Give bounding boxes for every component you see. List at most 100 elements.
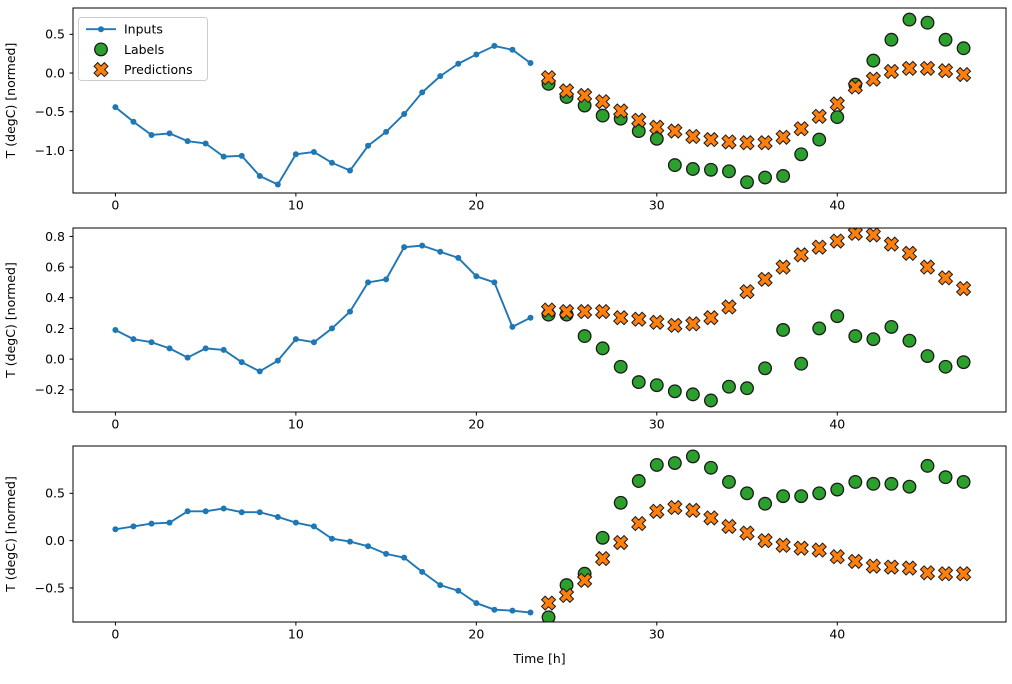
subplot-2: 0 10 20 30 40 0.8 0.6 0.4 0.2 0.0 −0.2 <box>35 227 1007 432</box>
predictions-x-marker <box>919 60 936 77</box>
predictions-x-marker <box>631 311 647 327</box>
labels-circle-marker <box>722 475 736 489</box>
inputs-dot-marker <box>202 140 209 147</box>
predictions-x-marker <box>883 63 900 80</box>
inputs-dot-marker <box>130 523 137 530</box>
predictions-points <box>540 60 972 151</box>
inputs-dot-marker <box>527 609 534 616</box>
predictions-x-marker <box>811 542 827 558</box>
inputs-dot-marker <box>509 607 516 614</box>
inputs-dot-marker <box>184 354 191 361</box>
predictions-x-marker <box>703 131 719 148</box>
inputs-dot-marker <box>274 357 281 364</box>
inputs-dot-marker <box>328 159 335 166</box>
axes-spines <box>72 445 1007 623</box>
predictions-x-marker <box>901 560 918 576</box>
predictions-x-marker <box>558 303 575 320</box>
predictions-points <box>540 228 972 334</box>
labels-circle-marker <box>613 359 628 374</box>
x-tick-label: 40 <box>829 627 845 642</box>
inputs-dot-marker <box>455 254 462 261</box>
predictions-x-marker <box>739 283 755 300</box>
labels-circle-marker <box>938 32 953 47</box>
legend-entry-labels: Labels <box>94 42 164 57</box>
inputs-dot-marker <box>310 523 317 530</box>
inputs-dot-marker <box>148 339 155 346</box>
labels-circle-marker <box>776 323 791 337</box>
labels-circle-marker <box>649 457 664 472</box>
x-tick-label: 10 <box>288 198 304 213</box>
labels-circle-marker <box>740 486 754 501</box>
labels-circle-marker <box>649 378 664 393</box>
inputs-path <box>115 507 531 614</box>
inputs-line <box>112 42 534 188</box>
predictions-x-marker <box>829 233 845 249</box>
inputs-dot-marker <box>130 118 137 125</box>
inputs-dot-marker <box>184 138 191 145</box>
predictions-x-marker <box>576 87 593 104</box>
labels-circle-marker <box>866 332 881 347</box>
labels-circle-marker <box>722 164 736 179</box>
x-tick-label: 30 <box>649 198 665 213</box>
predictions-x-marker <box>829 96 845 112</box>
labels-circle-marker <box>902 12 917 27</box>
predictions-x-marker <box>631 112 647 128</box>
predictions-x-marker <box>757 135 773 151</box>
inputs-dot-marker <box>238 509 245 516</box>
labels-circle-marker <box>631 375 646 390</box>
predictions-x-marker <box>901 245 918 261</box>
labels-circle-marker <box>631 474 646 488</box>
labels-circle-marker <box>613 495 628 510</box>
inputs-dot-marker <box>491 42 498 49</box>
predictions-x-marker <box>667 317 683 334</box>
labels-points <box>541 449 971 622</box>
predictions-x-marker <box>703 510 719 526</box>
predictions-x-marker <box>775 537 791 554</box>
labels-circle-marker <box>830 110 845 125</box>
predictions-x-marker <box>919 565 936 581</box>
inputs-dot-marker <box>455 60 462 67</box>
labels-circle-marker <box>812 486 827 501</box>
inputs-dot-marker <box>238 359 245 366</box>
legend-label: Predictions <box>124 62 193 77</box>
predictions-x-marker <box>558 587 575 604</box>
y-tick-label: 0.5 <box>45 27 65 42</box>
y-axis-label: T (degC) [normed] <box>3 476 18 593</box>
labels-circle-marker <box>884 32 899 47</box>
predictions-x-marker <box>847 553 863 570</box>
labels-circle-marker <box>667 456 682 470</box>
plot-area <box>73 228 1006 412</box>
inputs-dot-marker <box>527 314 534 321</box>
predictions-x-marker <box>739 135 755 151</box>
inputs-dot-marker <box>401 244 408 251</box>
x-axis: 0 10 20 30 40 <box>111 622 845 642</box>
predictions-points <box>540 499 972 611</box>
labels-circle-marker <box>595 108 610 123</box>
labels-circle-marker <box>667 158 682 173</box>
inputs-dot-marker <box>202 508 209 515</box>
inputs-dot-marker <box>166 519 173 526</box>
inputs-dot-marker <box>220 505 227 512</box>
inputs-dot-marker <box>347 308 354 315</box>
predictions-x-marker <box>540 595 557 611</box>
predictions-x-marker <box>955 280 972 297</box>
inputs-dot-icon <box>98 26 104 33</box>
predictions-x-marker <box>703 310 719 326</box>
labels-circle-marker <box>595 530 610 545</box>
x-tick-label: 10 <box>288 627 304 642</box>
inputs-dot-marker <box>473 51 480 58</box>
inputs-dot-marker <box>347 538 354 545</box>
labels-circle-marker <box>776 489 791 504</box>
predictions-x-marker <box>865 71 882 87</box>
y-axis-label: T (degC) [normed] <box>3 262 18 379</box>
legend: Inputs Labels Predictions <box>78 17 208 81</box>
labels-circle-marker <box>920 349 935 363</box>
inputs-dot-marker <box>328 325 335 332</box>
y-tick-label: 0.5 <box>45 486 65 501</box>
inputs-dot-marker <box>328 535 335 542</box>
predictions-x-marker <box>685 128 701 145</box>
inputs-dot-marker <box>419 568 426 575</box>
predictions-x-marker <box>594 303 611 320</box>
inputs-dot-marker <box>256 509 263 516</box>
